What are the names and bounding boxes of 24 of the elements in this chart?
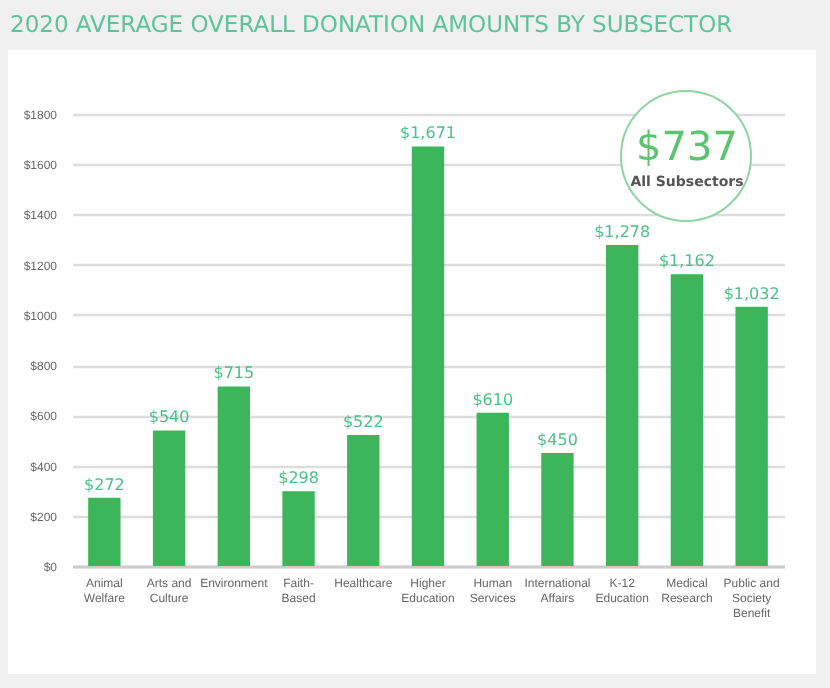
bar (88, 497, 121, 566)
annotation: $737 (634, 122, 740, 170)
bar (152, 430, 186, 566)
data-label: $610 (472, 390, 514, 409)
bar (217, 386, 250, 566)
bar (476, 412, 509, 566)
bar (411, 146, 445, 566)
data-label: $522 (342, 412, 384, 431)
data-label: $1,671 (400, 124, 456, 143)
bar (347, 434, 380, 566)
data-label: $272 (84, 475, 125, 494)
bar (282, 491, 315, 566)
data-label: $1,278 (594, 223, 651, 242)
bar (606, 245, 639, 566)
data-label: $1,032 (723, 284, 780, 303)
data-label: $715 (213, 364, 255, 383)
data-label: $1,162 (658, 252, 715, 271)
chart-title: 2020 AVERAGE OVERALL DONATION AMOUNTS BY SUBSECTOR (10, 10, 733, 38)
bar (735, 306, 768, 566)
data-label: $540 (148, 408, 190, 427)
data-label: $450 (537, 431, 578, 449)
bar (541, 453, 574, 566)
data-label: $298 (278, 469, 319, 488)
bar (670, 274, 704, 566)
